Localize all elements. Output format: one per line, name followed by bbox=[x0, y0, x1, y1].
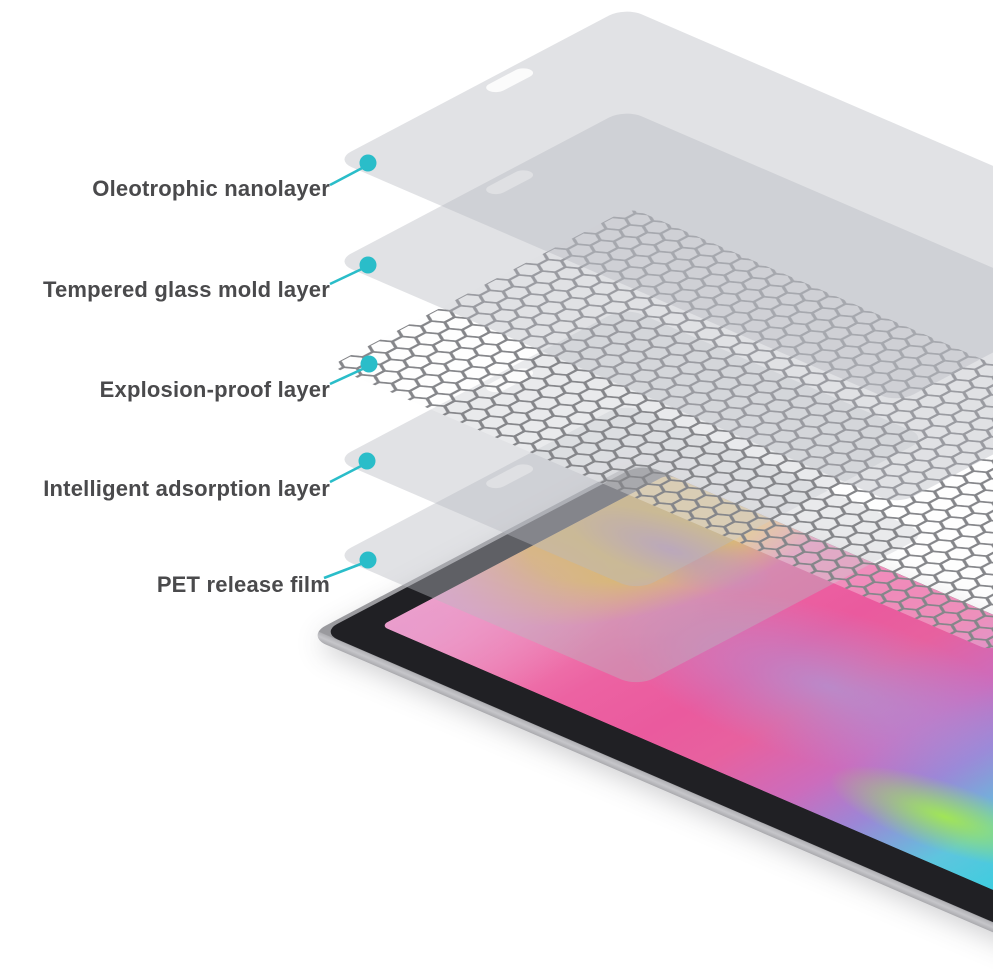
label-explosion-proof-layer: Explosion-proof layer bbox=[99, 377, 330, 402]
label-oleotrophic-nanolayer: Oleotrophic nanolayer bbox=[92, 176, 330, 201]
layer-explosion-proof-mesh bbox=[330, 207, 993, 652]
honeycomb-pattern bbox=[330, 207, 993, 652]
label-pet-release-film: PET release film bbox=[156, 572, 330, 597]
label-intelligent-adsorption-layer: Intelligent adsorption layer bbox=[43, 476, 330, 501]
label-tempered-glass-mold-layer: Tempered glass mold layer bbox=[42, 277, 330, 302]
camera-cutout-nanolayer bbox=[481, 66, 538, 95]
